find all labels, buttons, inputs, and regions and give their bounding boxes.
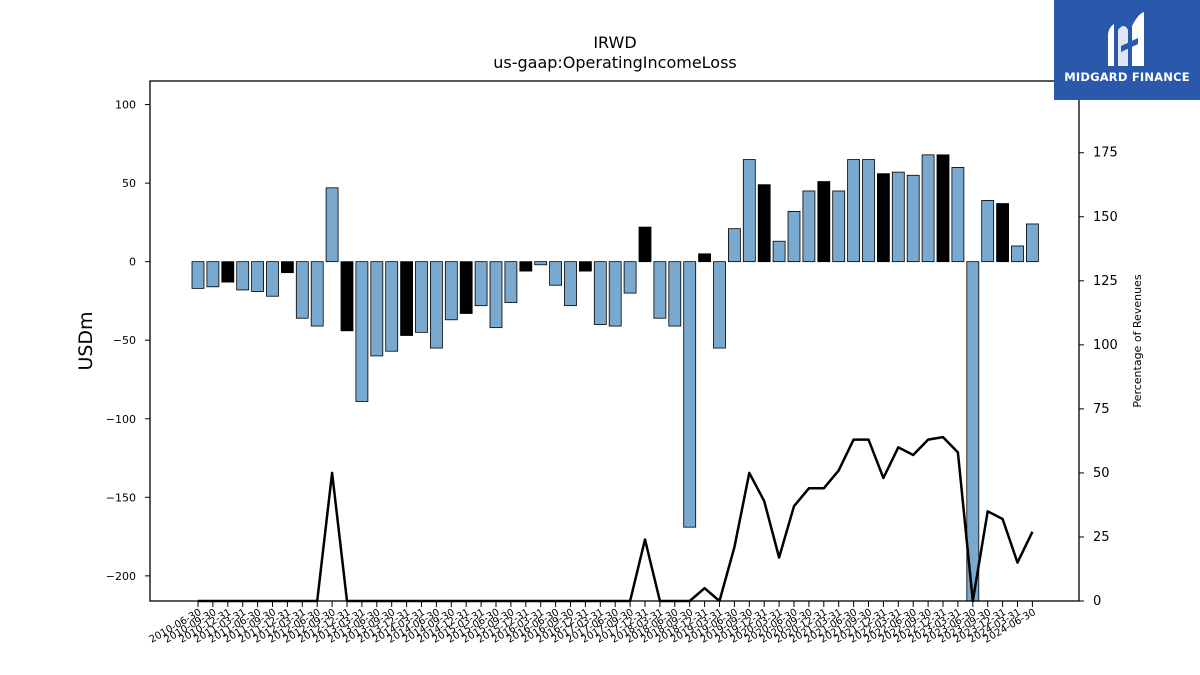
bar-2013-06-30: [370, 261, 384, 357]
bar-2012-12-31: [340, 261, 354, 332]
bar-2011-12-31: [280, 261, 294, 274]
bar-2019-09-30: [742, 159, 756, 263]
bar-2020-03-31: [772, 240, 786, 263]
bar-2017-03-31: [593, 261, 607, 325]
y2-tick-label: 150: [1093, 210, 1118, 225]
y2-tick-label: 125: [1093, 274, 1118, 289]
bar-2013-03-31: [355, 261, 369, 402]
midgard-logo-icon: [1108, 12, 1144, 66]
y-tick-label: −50: [113, 334, 136, 347]
brand-name: MIDGARD FINANCE: [1064, 70, 1190, 84]
bar-2017-06-30: [608, 261, 622, 327]
y2-axis-label: Percentage of Revenues: [1131, 274, 1144, 407]
bar-2013-09-30: [385, 261, 399, 352]
bar-2018-06-30: [668, 261, 682, 327]
bar-2024-06-30: [1026, 223, 1039, 263]
bar-2024-03-31: [1011, 245, 1024, 263]
bar-2022-12-31: [936, 154, 950, 263]
bar-2011-09-30: [266, 261, 279, 297]
y-tick-label: −150: [106, 491, 136, 504]
bar-2023-12-31: [996, 203, 1009, 263]
plot-frame: [149, 80, 1080, 602]
bar-2010-12-31: [221, 261, 235, 283]
bar-2014-12-31: [459, 261, 473, 314]
bar-2022-03-31: [891, 171, 905, 263]
chart-title: IRWD: [593, 33, 636, 52]
y-tick-label: −200: [106, 570, 136, 583]
bar-2012-03-31: [295, 261, 309, 319]
bar-2014-09-30: [444, 261, 458, 321]
bar-2018-12-31: [698, 253, 711, 263]
bar-2016-09-30: [564, 261, 577, 307]
bar-2015-06-30: [489, 261, 503, 329]
brand-logo: MIDGARD FINANCE: [1054, 0, 1200, 100]
bar-2010-06-30: [191, 261, 205, 289]
y-tick-label: 100: [115, 99, 136, 112]
y2-tick-label: 50: [1093, 466, 1110, 481]
y2-tick-label: 100: [1093, 338, 1118, 353]
bar-2015-12-31: [519, 261, 533, 272]
bar-2019-03-31: [713, 261, 726, 349]
bar-2020-06-30: [787, 210, 801, 263]
bar-2016-12-31: [579, 261, 592, 272]
bar-2020-09-30: [802, 190, 816, 263]
bar-2017-09-30: [623, 261, 637, 294]
bar-2019-12-31: [757, 184, 771, 263]
y-axis-right: 0 25 50 75 100 125 150 175: [1079, 146, 1118, 609]
bar-2010-09-30: [206, 261, 220, 288]
bar-2014-06-30: [429, 261, 443, 349]
bar-2021-09-30: [862, 159, 875, 263]
bar-2019-06-30: [728, 228, 741, 263]
bar-2023-03-31: [951, 167, 965, 263]
bars-group: [191, 154, 1039, 602]
bar-2012-06-30: [310, 261, 324, 327]
chart-subtitle: us-gaap:OperatingIncomeLoss: [493, 53, 737, 72]
percentage-line-group: [198, 435, 1034, 603]
bar-2014-03-31: [415, 261, 428, 333]
bar-2023-09-30: [981, 199, 995, 263]
y-tick-label: 50: [122, 177, 136, 190]
bar-2020-12-31: [817, 181, 831, 263]
bar-2018-03-31: [653, 261, 667, 319]
bar-2016-06-30: [549, 261, 562, 286]
bar-2016-03-31: [534, 261, 548, 266]
bar-2015-03-31: [474, 261, 488, 307]
bar-2015-09-30: [504, 261, 518, 303]
y-tick-label: 0: [129, 256, 136, 269]
bar-2013-12-31: [400, 261, 414, 336]
y2-tick-label: 75: [1093, 402, 1110, 417]
y-tick-label: −100: [106, 413, 136, 426]
bar-2021-06-30: [847, 159, 860, 263]
bar-2022-06-30: [906, 174, 920, 263]
bar-2012-09-30: [325, 187, 339, 263]
bar-2017-12-31: [638, 226, 652, 263]
x-axis: 2010-06-302010-09-302010-12-312011-03-31…: [148, 601, 1038, 646]
percentage-of-revenues-line: [198, 435, 1034, 603]
bar-2021-03-31: [832, 190, 846, 263]
bar-2018-09-30: [683, 261, 697, 528]
bar-2011-06-30: [251, 261, 265, 292]
bar-2021-12-31: [877, 173, 890, 263]
bar-2022-09-30: [921, 154, 935, 263]
y2-tick-label: 25: [1093, 530, 1110, 545]
y-axis-left: 100 50 0 −50 −100 −150 −200: [106, 99, 150, 583]
bar-2011-03-31: [236, 261, 250, 291]
y2-tick-label: 0: [1093, 594, 1101, 609]
y-axis-label: USDm: [75, 311, 97, 370]
y2-tick-label: 175: [1093, 146, 1118, 161]
